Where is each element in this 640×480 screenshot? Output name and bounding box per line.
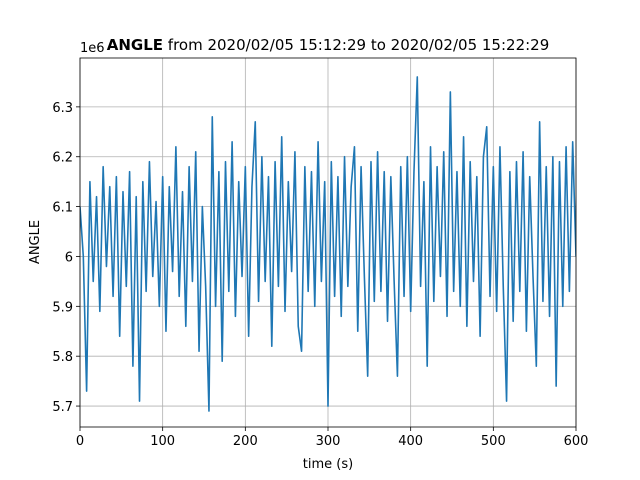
- y-offset-label: 1e6: [80, 41, 105, 56]
- x-tick-label: 300: [316, 434, 341, 449]
- y-axis-label: ANGLE: [28, 220, 43, 264]
- y-tick-label: 6.1: [52, 201, 73, 216]
- data-line: [80, 76, 576, 412]
- y-tick-label: 6: [65, 250, 73, 265]
- x-tick-label: 600: [564, 434, 589, 449]
- y-tick-label: 6.3: [52, 101, 73, 116]
- x-tick-label: 0: [76, 434, 84, 449]
- x-tick-label: 500: [481, 434, 506, 449]
- x-tick-label: 100: [150, 434, 175, 449]
- x-tick-label: 400: [398, 434, 423, 449]
- y-tick-label: 6.2: [52, 151, 73, 166]
- title-range: from 2020/02/05 15:12:29 to 2020/02/05 1…: [168, 36, 549, 54]
- x-axis-label: time (s): [303, 457, 353, 472]
- y-tick-label: 5.9: [52, 300, 73, 315]
- y-tick-label: 5.8: [52, 350, 73, 365]
- x-tick-label: 200: [233, 434, 258, 449]
- title-variable: ANGLE: [107, 36, 163, 54]
- y-tick-label: 5.7: [52, 400, 73, 415]
- plot-frame: [79, 57, 577, 428]
- chart-title: ANGLE from 2020/02/05 15:12:29 to 2020/0…: [107, 36, 550, 54]
